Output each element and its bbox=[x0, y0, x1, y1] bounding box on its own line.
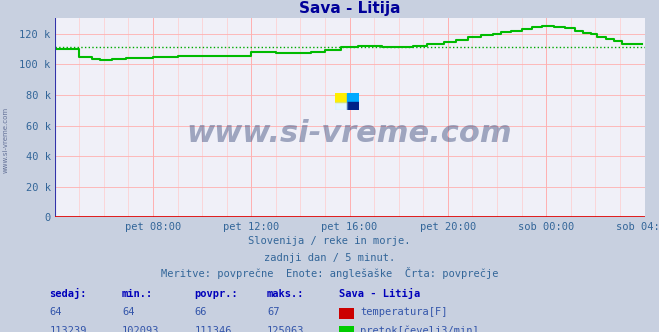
Text: www.si-vreme.com: www.si-vreme.com bbox=[186, 119, 513, 148]
Text: zadnji dan / 5 minut.: zadnji dan / 5 minut. bbox=[264, 253, 395, 263]
Bar bbox=[335, 102, 347, 110]
Text: 64: 64 bbox=[122, 307, 134, 317]
Text: 111346: 111346 bbox=[194, 326, 232, 332]
Text: Meritve: povprečne  Enote: anglešaške  Črta: povprečje: Meritve: povprečne Enote: anglešaške Črt… bbox=[161, 267, 498, 279]
Bar bbox=[347, 102, 358, 110]
Text: maks.:: maks.: bbox=[267, 289, 304, 299]
Text: www.si-vreme.com: www.si-vreme.com bbox=[2, 106, 9, 173]
Text: pretok[čevelj3/min]: pretok[čevelj3/min] bbox=[360, 325, 479, 332]
Text: 125063: 125063 bbox=[267, 326, 304, 332]
Text: 66: 66 bbox=[194, 307, 207, 317]
Text: 64: 64 bbox=[49, 307, 62, 317]
Bar bbox=[347, 93, 358, 102]
Bar bbox=[335, 93, 347, 102]
Text: sedaj:: sedaj: bbox=[49, 288, 87, 299]
Text: 67: 67 bbox=[267, 307, 279, 317]
Text: Sava - Litija: Sava - Litija bbox=[339, 288, 420, 299]
Title: Sava - Litija: Sava - Litija bbox=[299, 1, 401, 16]
Text: 113239: 113239 bbox=[49, 326, 87, 332]
Text: min.:: min.: bbox=[122, 289, 153, 299]
Text: temperatura[F]: temperatura[F] bbox=[360, 307, 448, 317]
Text: 102093: 102093 bbox=[122, 326, 159, 332]
Text: Slovenija / reke in morje.: Slovenija / reke in morje. bbox=[248, 236, 411, 246]
Text: povpr.:: povpr.: bbox=[194, 289, 238, 299]
